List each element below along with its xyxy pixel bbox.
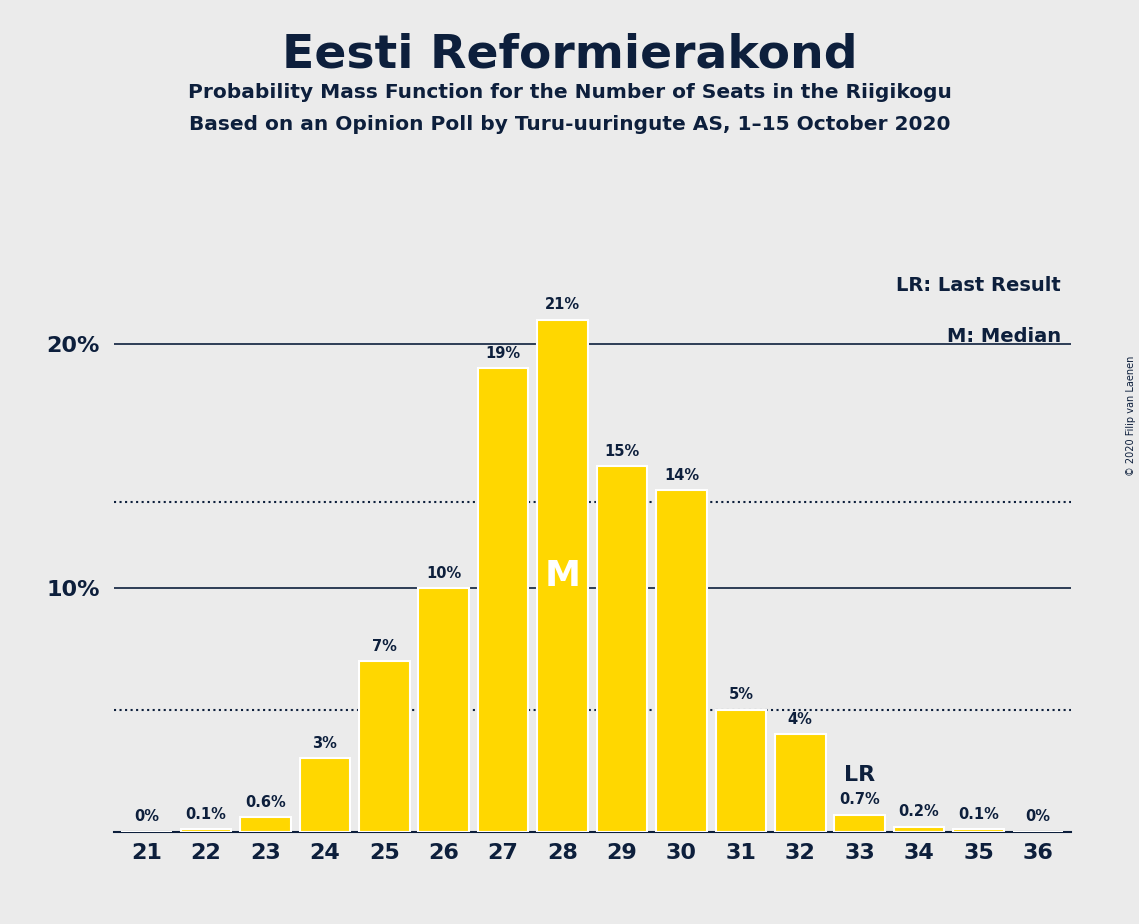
Bar (656, 491, 706, 832)
Bar (181, 829, 231, 832)
Bar (715, 710, 767, 832)
Bar (300, 759, 350, 832)
Text: 0.6%: 0.6% (245, 795, 286, 809)
Text: 0.1%: 0.1% (958, 807, 999, 821)
Text: 0.7%: 0.7% (839, 792, 880, 808)
Text: LR: Last Result: LR: Last Result (896, 276, 1062, 295)
Text: 21%: 21% (544, 298, 580, 312)
Text: M: M (544, 559, 581, 592)
Text: 3%: 3% (312, 736, 337, 751)
Bar (894, 827, 944, 832)
Text: 15%: 15% (605, 444, 640, 458)
Bar (775, 734, 826, 832)
Text: 0%: 0% (1025, 809, 1050, 824)
Text: 0.1%: 0.1% (186, 807, 227, 821)
Text: 14%: 14% (664, 468, 699, 483)
Bar (953, 829, 1003, 832)
Text: 0%: 0% (134, 809, 159, 824)
Bar (478, 369, 528, 832)
Text: Based on an Opinion Poll by Turu-uuringute AS, 1–15 October 2020: Based on an Opinion Poll by Turu-uuringu… (189, 115, 950, 134)
Text: 7%: 7% (371, 638, 396, 653)
Bar (359, 661, 410, 832)
Text: Eesti Reformierakond: Eesti Reformierakond (281, 32, 858, 78)
Text: 5%: 5% (728, 687, 753, 702)
Bar (418, 588, 469, 832)
Text: 19%: 19% (485, 346, 521, 361)
Bar (538, 320, 588, 832)
Bar (597, 466, 647, 832)
Text: 10%: 10% (426, 565, 461, 580)
Text: © 2020 Filip van Laenen: © 2020 Filip van Laenen (1126, 356, 1136, 476)
Text: 4%: 4% (788, 711, 813, 727)
Text: LR: LR (844, 765, 875, 785)
Text: 0.2%: 0.2% (899, 805, 940, 820)
Text: M: Median: M: Median (947, 327, 1062, 346)
Text: Probability Mass Function for the Number of Seats in the Riigikogu: Probability Mass Function for the Number… (188, 83, 951, 103)
Bar (835, 815, 885, 832)
Bar (240, 817, 290, 832)
